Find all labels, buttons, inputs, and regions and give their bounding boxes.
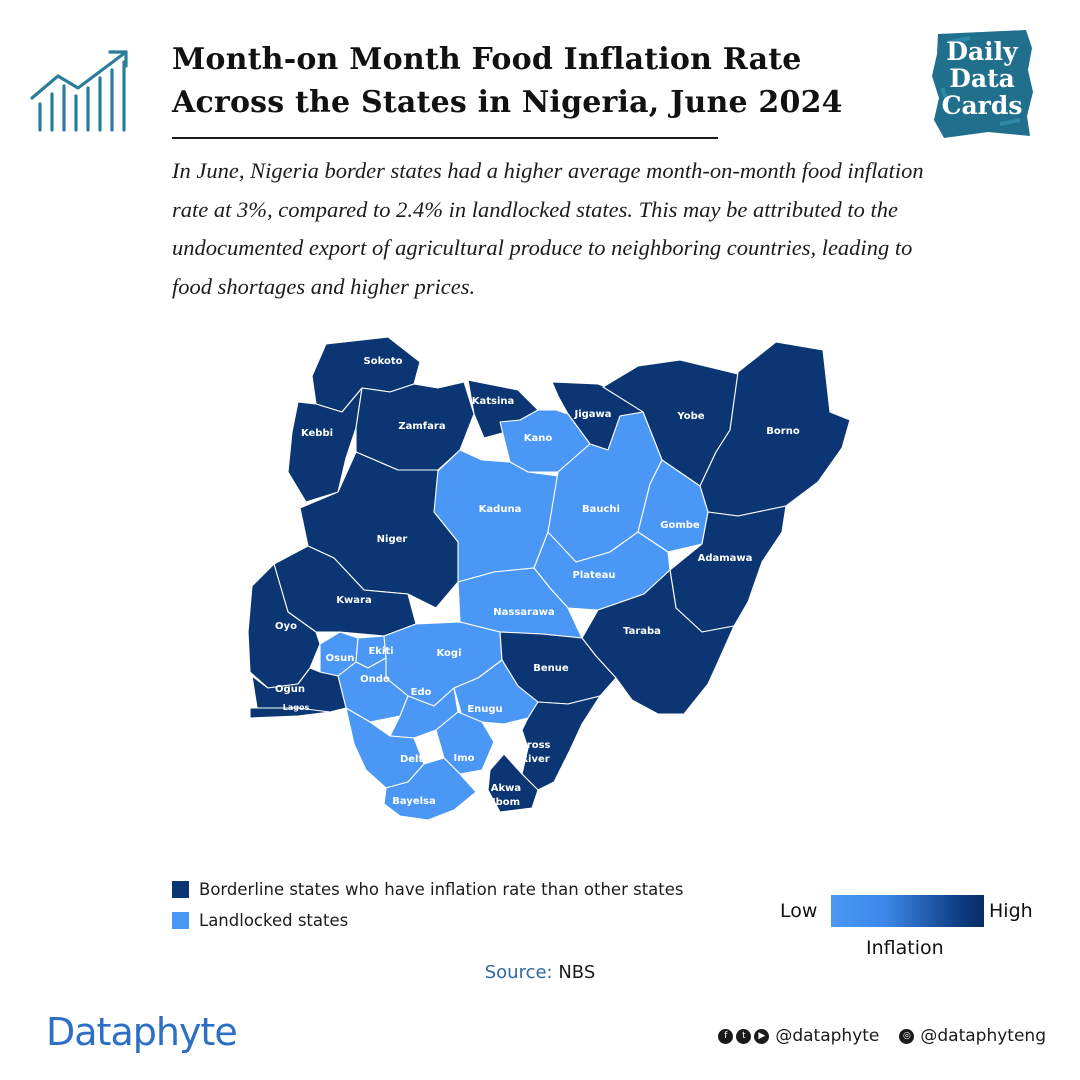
source-label: Source: — [484, 962, 553, 983]
state-label-ondo: Ondo — [360, 674, 390, 685]
instagram-icon[interactable]: ◎ — [899, 1028, 915, 1044]
scale-low-label: Low — [780, 900, 818, 922]
state-label-bayelsa: Bayelsa — [392, 796, 436, 807]
legend-item-landlocked: Landlocked states — [172, 911, 684, 930]
state-label-edo: Edo — [411, 687, 432, 698]
state-label-gombe: Gombe — [660, 520, 700, 531]
state-label-lagos: Lagos — [283, 703, 310, 712]
legend-item-borderline: Borderline states who have inflation rat… — [172, 880, 684, 899]
state-label-osun: Osun — [326, 653, 355, 664]
title-divider — [172, 137, 718, 139]
state-label-kwara: Kwara — [336, 595, 371, 606]
state-label-yobe: Yobe — [676, 411, 704, 422]
legend-swatch-landlocked — [172, 912, 189, 929]
state-label-cross-river: Cross River — [519, 740, 550, 765]
state-label-imo: Imo — [453, 753, 474, 764]
state-cross-river — [521, 695, 601, 791]
source-note: Source: NBS — [0, 962, 1080, 983]
state-label-plateau: Plateau — [573, 570, 616, 581]
state-shapes — [247, 336, 851, 821]
state-label-ogun: Ogun — [275, 684, 305, 695]
social-handle-main[interactable]: @dataphyte — [775, 1026, 880, 1046]
twitter-icon[interactable]: t — [736, 1028, 752, 1044]
state-bayelsa — [383, 757, 477, 821]
state-label-kaduna: Kaduna — [479, 504, 522, 515]
state-label-jigawa: Jigawa — [573, 409, 611, 420]
state-label-kogi: Kogi — [436, 648, 461, 659]
state-label-sokoto: Sokoto — [364, 356, 403, 367]
social-handle-instagram[interactable]: @dataphyteng — [920, 1026, 1046, 1046]
scale-caption: Inflation — [866, 937, 944, 959]
state-label-zamfara: Zamfara — [398, 421, 445, 432]
growth-chart-icon — [30, 50, 128, 132]
state-borno — [699, 341, 851, 517]
youtube-icon[interactable]: ▶ — [754, 1028, 770, 1044]
legend-label-borderline: Borderline states who have inflation rat… — [199, 880, 684, 899]
legend-label-landlocked: Landlocked states — [199, 911, 349, 930]
state-label-enugu: Enugu — [467, 704, 502, 715]
state-kebbi — [287, 387, 363, 503]
social-handles: f t ▶ @dataphyte ◎ @dataphyteng — [718, 1026, 1046, 1046]
state-label-katsina: Katsina — [472, 396, 515, 407]
state-akwa-ibom — [487, 753, 539, 813]
source-value: NBS — [558, 962, 596, 983]
state-label-oyo: Oyo — [275, 621, 297, 632]
state-label-kebbi: Kebbi — [301, 428, 333, 439]
state-zamfara — [355, 381, 475, 471]
badge-background — [932, 30, 1033, 138]
legend: Borderline states who have inflation rat… — [172, 880, 684, 942]
state-label-adamawa: Adamawa — [698, 553, 753, 564]
state-taraba — [581, 569, 735, 715]
badge-text: Daily Data Cards — [930, 38, 1034, 119]
page-title: Month-on Month Food Inflation Rate Acros… — [172, 38, 892, 124]
description: In June, Nigeria border states had a hig… — [172, 158, 924, 299]
daily-data-cards-badge: Daily Data Cards — [930, 28, 1034, 140]
state-label-delta: Delta — [400, 754, 430, 765]
state-lagos — [249, 707, 331, 719]
legend-swatch-borderline — [172, 881, 189, 898]
title-line-2: Across the States in Nigeria, June 2024 — [172, 85, 843, 120]
state-label-akwa-ibom: Akwa Ibom — [491, 783, 521, 808]
nigeria-state-map: Sokoto Katsina Jigawa Yobe Borno Kebbi Zamfara… — [247, 336, 851, 821]
facebook-icon[interactable]: f — [718, 1028, 734, 1044]
state-label-benue: Benue — [533, 663, 569, 674]
badge-line-2: Data — [949, 64, 1015, 93]
scale-high-label: High — [989, 900, 1033, 922]
state-labels: Sokoto Katsina Jigawa Yobe Borno Kebbi Zamfara… — [275, 356, 800, 808]
state-label-bauchi: Bauchi — [582, 504, 620, 515]
badge-line-3: Cards — [941, 91, 1023, 120]
state-label-taraba: Taraba — [623, 626, 661, 637]
state-label-borno: Borno — [766, 426, 800, 437]
state-label-niger: Niger — [377, 534, 408, 545]
state-label-nassarawa: Nassarawa — [493, 607, 554, 618]
dataphyte-logo: Dataphyte — [46, 1010, 238, 1054]
badge-line-1: Daily — [946, 37, 1018, 66]
title-line-1: Month-on Month Food Inflation Rate — [172, 42, 802, 77]
inflation-scale-bar — [831, 895, 984, 927]
state-label-ekiti: Ekiti — [368, 646, 393, 657]
state-label-kano: Kano — [524, 433, 553, 444]
